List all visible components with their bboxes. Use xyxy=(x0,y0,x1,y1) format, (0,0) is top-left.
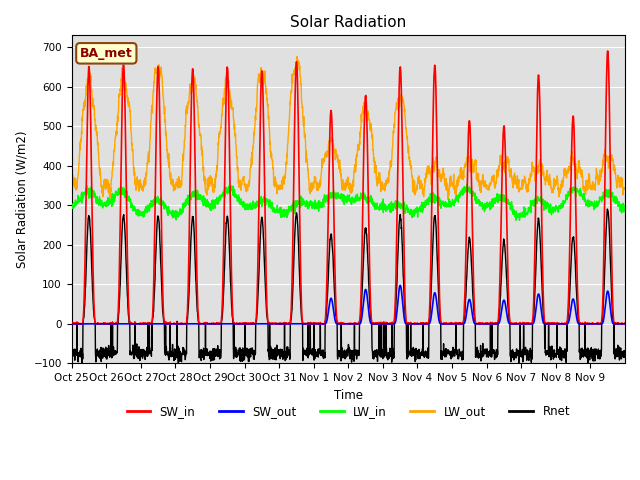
LW_in xyxy=(463,181,471,187)
Line: SW_out: SW_out xyxy=(72,285,625,324)
LW_out xyxy=(382,177,390,183)
Legend: SW_in, SW_out, LW_in, LW_out, Rnet: SW_in, SW_out, LW_in, LW_out, Rnet xyxy=(122,401,575,423)
LW_out xyxy=(621,187,629,192)
SW_out xyxy=(547,321,554,327)
LW_out xyxy=(243,185,250,191)
Rnet xyxy=(604,206,611,212)
Line: LW_out: LW_out xyxy=(72,57,625,200)
SW_in xyxy=(546,321,554,327)
Line: Rnet: Rnet xyxy=(72,209,625,363)
Rnet xyxy=(382,349,390,355)
SW_in xyxy=(243,321,250,327)
Line: SW_in: SW_in xyxy=(72,51,625,324)
SW_in xyxy=(381,321,389,327)
LW_in xyxy=(614,199,621,204)
Title: Solar Radiation: Solar Radiation xyxy=(290,15,406,30)
Rnet xyxy=(78,360,86,366)
Rnet xyxy=(547,353,554,359)
SW_in xyxy=(614,320,621,326)
LW_out xyxy=(547,178,554,184)
SW_out xyxy=(123,321,131,327)
LW_in xyxy=(516,217,524,223)
SW_out xyxy=(614,321,621,327)
SW_out xyxy=(68,321,76,327)
SW_in xyxy=(621,321,629,326)
LW_in xyxy=(381,202,389,208)
SW_out xyxy=(243,321,250,327)
LW_in xyxy=(515,211,523,216)
LW_out xyxy=(68,184,76,190)
SW_in xyxy=(123,226,131,231)
LW_in xyxy=(68,205,76,211)
Rnet xyxy=(124,288,131,294)
SW_out xyxy=(515,321,523,327)
SW_out xyxy=(621,321,629,327)
LW_out xyxy=(124,94,131,100)
LW_in xyxy=(123,195,131,201)
LW_out xyxy=(106,197,113,203)
LW_in xyxy=(243,205,250,211)
SW_out xyxy=(381,321,389,327)
LW_out xyxy=(515,187,523,193)
Text: BA_met: BA_met xyxy=(80,47,132,60)
LW_out xyxy=(293,54,301,60)
Rnet xyxy=(515,353,523,359)
SW_in xyxy=(68,321,76,327)
Rnet xyxy=(621,350,629,356)
Rnet xyxy=(614,349,621,355)
SW_in xyxy=(515,321,523,327)
LW_out xyxy=(614,177,621,182)
X-axis label: Time: Time xyxy=(334,389,363,402)
LW_in xyxy=(621,207,629,213)
SW_in xyxy=(604,48,612,54)
Y-axis label: Solar Radiation (W/m2): Solar Radiation (W/m2) xyxy=(15,131,28,268)
Rnet xyxy=(68,346,76,351)
SW_out xyxy=(396,282,404,288)
LW_in xyxy=(547,201,554,207)
Rnet xyxy=(243,348,250,353)
Line: LW_in: LW_in xyxy=(72,184,625,220)
